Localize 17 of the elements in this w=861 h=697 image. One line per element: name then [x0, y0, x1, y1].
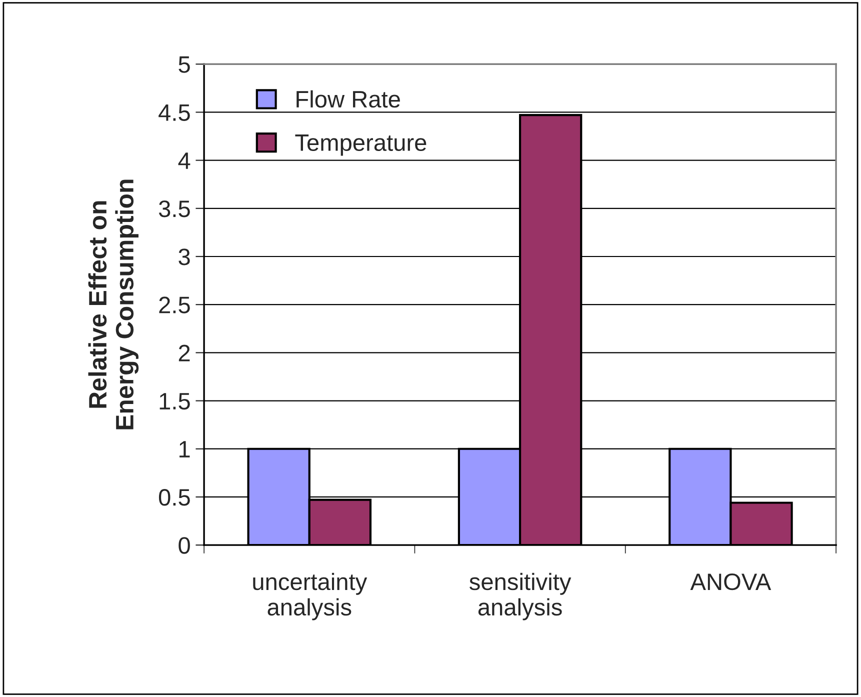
y-tick-label: 2 [178, 344, 190, 362]
x-tick-label: sensitivity analysis [470, 572, 572, 620]
y-tick-label: 0.5 [158, 489, 190, 506]
legend-label: Flow Rate [296, 90, 400, 108]
y-axis-title: Relative Effect on Energy Consumption [88, 180, 139, 430]
y-tick-label: 4 [178, 152, 190, 169]
y-tick-label: 3 [178, 248, 190, 266]
y-tick-label: 4.5 [158, 104, 190, 122]
y-tick-label: 2.5 [159, 296, 190, 314]
y-tick-label: 1 [180, 441, 190, 458]
y-tick-label: 5 [178, 56, 190, 73]
x-tick-label: ANOVA [690, 573, 772, 590]
y-tick-label: 0 [178, 537, 190, 554]
legend-label: Temperature [295, 134, 426, 156]
y-tick-label: 1.5 [160, 393, 190, 410]
y-tick-label: 3.5 [158, 200, 190, 218]
x-tick-label: uncertainty analysis [253, 572, 368, 620]
